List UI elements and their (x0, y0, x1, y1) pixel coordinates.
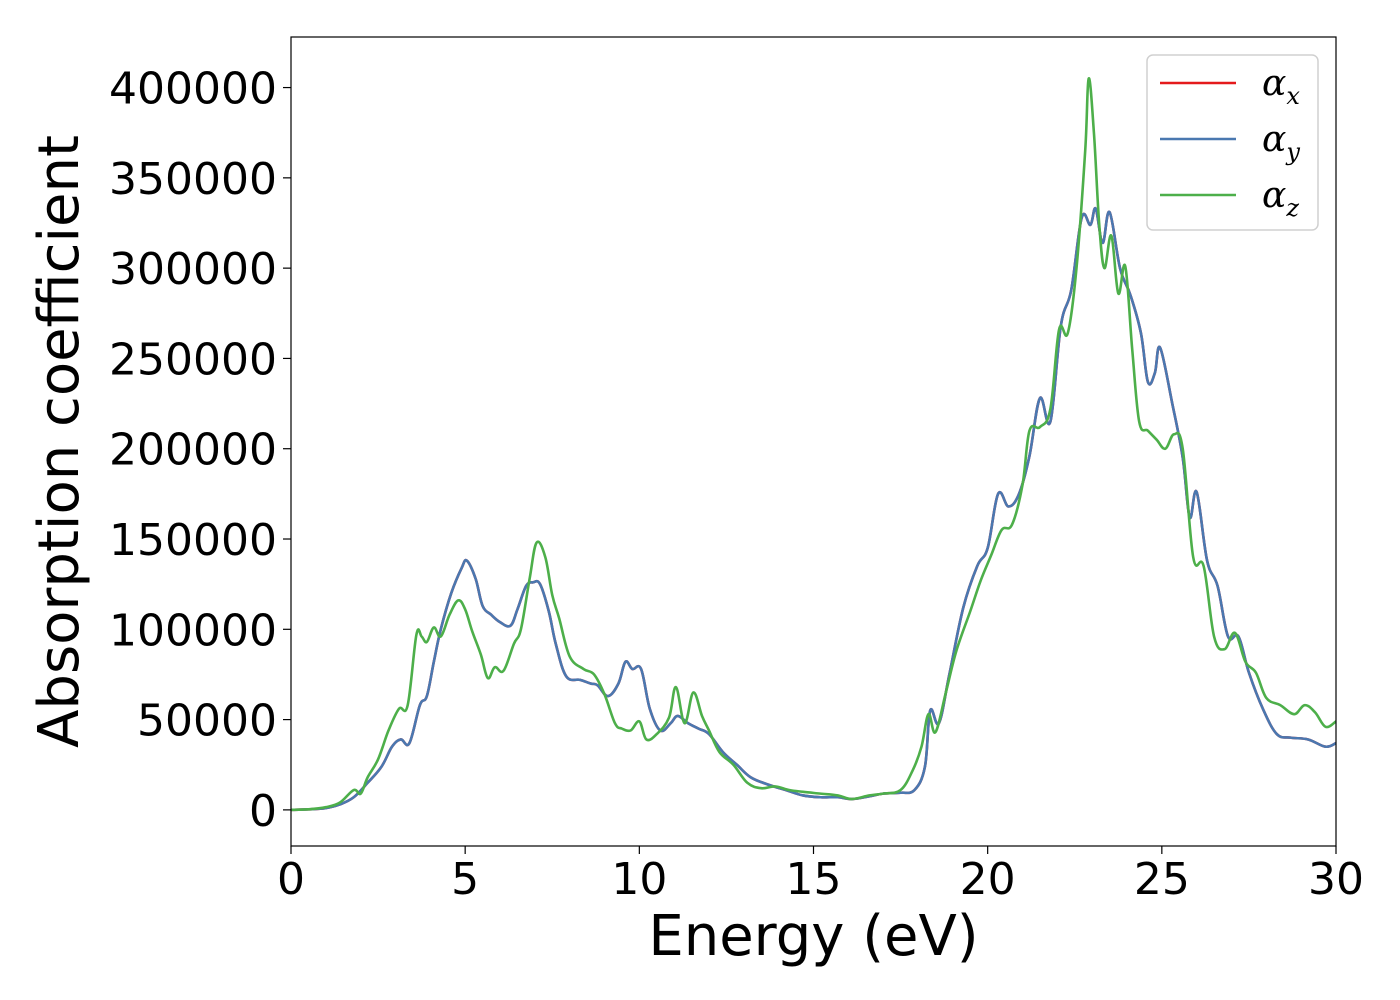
x-tick-label: 10 (611, 854, 667, 905)
legend-box (1146, 54, 1319, 231)
series-line-z (291, 77, 1336, 812)
x-tick-label: 20 (960, 854, 1016, 905)
x-axis-title: Energy (eV) (648, 904, 978, 969)
y-tick-label: 350000 (109, 154, 277, 205)
y-axis-ticks: 0 50000 100000 150000 200000 250000 300000 3500… (109, 64, 291, 837)
y-tick-label: 200000 (109, 425, 277, 476)
y-tick-label: 300000 (109, 244, 277, 295)
x-tick-label: 30 (1308, 854, 1364, 905)
x-tick-label: 5 (451, 854, 479, 905)
x-tick-label: 15 (786, 854, 842, 905)
y-tick-label: 150000 (109, 515, 277, 566)
y-tick-label: 400000 (109, 64, 277, 115)
series-line-y (291, 206, 1336, 812)
y-axis-title: Absorption coefficient (27, 135, 92, 748)
series-line-x (291, 206, 1336, 812)
y-tick-label: 0 (249, 786, 277, 837)
legend-label-y: αy (1262, 119, 1300, 166)
y-tick-label: 50000 (137, 696, 277, 747)
x-tick-label: 0 (277, 854, 305, 905)
y-tick-label: 100000 (109, 605, 277, 656)
legend: αx αy αz (1146, 54, 1319, 231)
y-tick-label: 250000 (109, 334, 277, 385)
x-tick-label: 25 (1134, 854, 1190, 905)
legend-label-x: αx (1262, 63, 1300, 110)
x-axis-ticks: 0 5 10 15 20 25 30 (277, 846, 1364, 905)
legend-label-z: αz (1262, 175, 1299, 222)
series-layer (291, 77, 1336, 812)
